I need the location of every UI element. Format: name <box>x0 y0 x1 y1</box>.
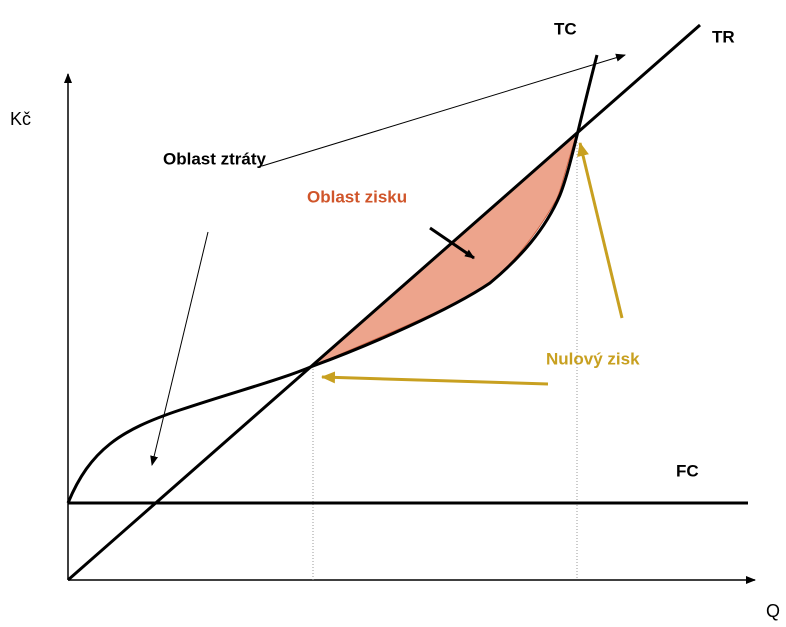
arrow <box>429 226 475 260</box>
tc-curve <box>66 54 599 504</box>
arrow <box>321 371 549 386</box>
loss-area-label: Oblast ztráty <box>163 149 267 168</box>
y-axis-label: Kč <box>10 109 31 129</box>
x-axis-label: Q <box>766 601 780 621</box>
profit-area-label: Oblast zisku <box>307 187 407 206</box>
fc-label: FC <box>676 461 699 480</box>
arrow <box>577 142 624 319</box>
arrow <box>261 53 626 167</box>
tr-line <box>67 23 701 582</box>
tc-label: TC <box>554 19 577 38</box>
arrow <box>150 231 209 466</box>
tr-label: TR <box>712 27 735 46</box>
zero-profit-label: Nulový zisk <box>546 349 640 368</box>
